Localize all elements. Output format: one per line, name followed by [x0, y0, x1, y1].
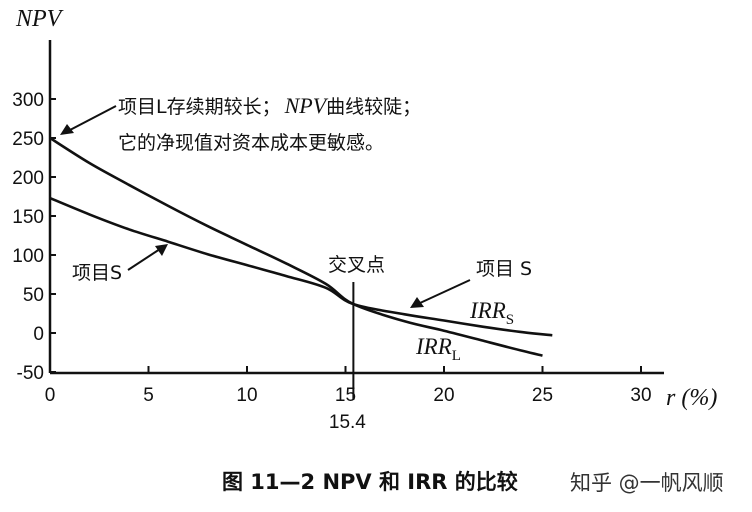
- irr-l-label: IRRL: [415, 334, 461, 364]
- y-tick-label: 50: [23, 285, 44, 306]
- y-tick-label: 250: [12, 129, 44, 150]
- series-project-l-line: [49, 136, 543, 357]
- project-l-pointer-line: [69, 105, 117, 131]
- x-axis-label: r (%): [666, 385, 717, 411]
- series-group: [49, 136, 553, 357]
- y-tick-label: 100: [12, 246, 44, 267]
- project-s-right-label: 项目 S: [476, 258, 532, 280]
- x-tick-label: 5: [143, 385, 154, 406]
- y-ticks: -50 0 50 100 150 200 250 300: [12, 90, 56, 384]
- project-s-right-pointer-arrowhead: [410, 297, 424, 308]
- project-l-annotation-line2: 它的净现值对资本成本更敏感。: [118, 132, 384, 154]
- x-tick-label: 25: [532, 385, 553, 406]
- y-tick-label: -50: [17, 363, 44, 384]
- figure-caption: 图 11—2 NPV 和 IRR 的比较: [222, 470, 518, 494]
- project-s-right-pointer-line: [419, 279, 471, 304]
- x-tick-label: 30: [630, 385, 651, 406]
- y-tick-label: 150: [12, 207, 44, 228]
- x-tick-label: 15: [335, 385, 356, 406]
- y-tick-label: 0: [33, 324, 44, 345]
- crossover-value-label: 15.4: [329, 412, 366, 433]
- project-s-left-pointer-arrowhead: [155, 244, 168, 256]
- crossover-label: 交叉点: [328, 254, 385, 276]
- y-axis-label: NPV: [15, 6, 64, 32]
- watermark: 知乎 @一帆风顺: [570, 471, 724, 495]
- x-tick-label: 10: [236, 385, 257, 406]
- x-tick-label: 0: [45, 385, 56, 406]
- x-tick-label: 20: [433, 385, 454, 406]
- project-s-left-label: 项目S: [72, 262, 122, 284]
- y-tick-label: 300: [12, 90, 44, 111]
- series-project-s-line: [49, 196, 553, 337]
- x-ticks: 0 5 10 15 20 25 30: [45, 366, 652, 406]
- irr-s-label: IRRS: [469, 298, 514, 328]
- project-s-left-pointer-line: [127, 248, 161, 271]
- project-l-pointer-arrowhead: [60, 124, 74, 135]
- project-l-annotation-line1: 项目L存续期较长； NPV曲线较陡；: [118, 93, 421, 118]
- y-tick-label: 200: [12, 168, 44, 189]
